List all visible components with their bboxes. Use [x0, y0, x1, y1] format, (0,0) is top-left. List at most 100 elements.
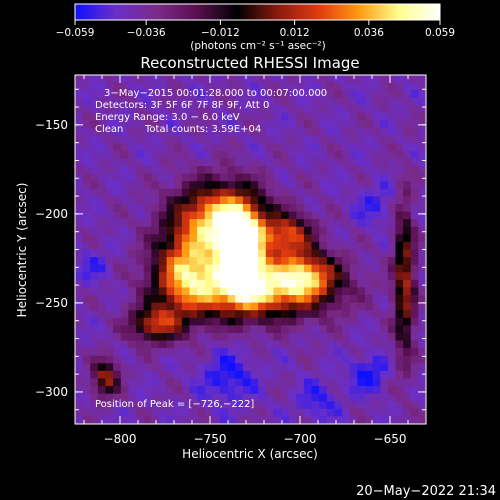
heatmap-cell: [120, 128, 130, 137]
heatmap-cell: [158, 340, 168, 349]
heatmap-cell: [380, 393, 389, 402]
heatmap-cell: [212, 181, 221, 190]
heatmap-cell: [105, 348, 114, 357]
heatmap-cell: [357, 234, 366, 243]
heatmap-cell: [113, 401, 122, 410]
heatmap-cell: [181, 173, 191, 182]
heatmap-cell: [357, 348, 366, 357]
heatmap-cell: [258, 112, 267, 122]
heatmap-cell: [90, 234, 99, 243]
heatmap-cell: [303, 188, 313, 197]
heatmap-cell: [288, 97, 297, 106]
heatmap-cell: [395, 295, 404, 304]
heatmap-cell: [181, 393, 191, 402]
heatmap-cell: [364, 120, 374, 129]
heatmap-cell: [334, 348, 343, 357]
heatmap-cell: [97, 348, 107, 357]
heatmap-cell: [410, 75, 419, 84]
heatmap-cell: [250, 211, 259, 220]
heatmap-cell: [113, 287, 122, 296]
heatmap-cell: [166, 211, 175, 220]
heatmap-cell: [319, 340, 328, 349]
heatmap-cell: [128, 158, 137, 167]
heatmap-cell: [128, 219, 137, 228]
heatmap-cell: [258, 386, 267, 395]
heatmap-cell: [395, 287, 404, 296]
heatmap-cell: [166, 249, 175, 258]
heatmap-cell: [357, 393, 366, 402]
heatmap-cell: [166, 355, 175, 364]
heatmap-cell: [364, 90, 374, 99]
heatmap-cell: [189, 105, 198, 114]
heatmap-cell: [189, 264, 198, 273]
heatmap-cell: [82, 196, 91, 205]
heatmap-cell: [197, 135, 206, 144]
heatmap-cell: [311, 386, 320, 395]
heatmap-cell: [105, 203, 114, 213]
heatmap-cell: [372, 340, 381, 349]
heatmap-cell: [349, 241, 358, 251]
heatmap-cell: [319, 143, 328, 152]
heatmap-cell: [181, 120, 191, 129]
heatmap-cell: [326, 332, 336, 342]
heatmap-cell: [120, 295, 130, 304]
heatmap-cell: [387, 105, 397, 114]
heatmap-cell: [403, 287, 412, 296]
heatmap-cell: [418, 82, 426, 91]
heatmap-cell: [181, 378, 191, 387]
heatmap-cell: [235, 340, 244, 349]
heatmap-cell: [219, 408, 229, 418]
heatmap-cell: [273, 196, 282, 205]
heatmap-cell: [410, 325, 419, 334]
annotation-energy-range: Energy Range: 3.0 − 6.0 keV: [95, 112, 240, 123]
heatmap-cell: [395, 120, 404, 129]
heatmap-cell: [364, 188, 374, 197]
heatmap-cell: [258, 257, 267, 266]
heatmap-cell: [197, 348, 206, 357]
heatmap-cell: [151, 112, 160, 122]
heatmap-cell: [296, 348, 305, 357]
heatmap-cell: [219, 234, 229, 243]
heatmap-cell: [204, 348, 213, 357]
heatmap-cell: [158, 386, 168, 395]
heatmap-cell: [334, 105, 343, 114]
heatmap-cell: [227, 128, 236, 137]
heatmap-cell: [189, 302, 198, 311]
heatmap-cell: [410, 378, 419, 387]
heatmap-cell: [235, 416, 244, 424]
heatmap-cell: [128, 272, 137, 281]
heatmap-cell: [258, 226, 267, 235]
heatmap-cell: [395, 241, 404, 251]
heatmap-cell: [296, 378, 305, 387]
heatmap-cell: [143, 401, 152, 410]
heatmap-cell: [82, 272, 91, 281]
heatmap-cell: [395, 370, 404, 380]
heatmap-cell: [273, 112, 282, 122]
heatmap-cell: [242, 75, 252, 84]
heatmap-cell: [326, 370, 336, 380]
heatmap-cell: [158, 355, 168, 364]
heatmap-cell: [288, 401, 297, 410]
heatmap-cell: [395, 272, 404, 281]
axis-ticks: −800 −750 −700 −650−150−200−250−300: [35, 75, 426, 446]
heatmap-cell: [303, 386, 313, 395]
heatmap-cell: [265, 128, 274, 137]
heatmap-cell: [158, 249, 168, 258]
heatmap-cell: [334, 158, 343, 167]
heatmap-cell: [97, 219, 107, 228]
heatmap-cell: [372, 75, 381, 84]
heatmap-cell: [311, 90, 320, 99]
heatmap-cell: [418, 363, 426, 372]
heatmap-cell: [181, 348, 191, 357]
heatmap-cell: [235, 226, 244, 235]
heatmap-cell: [418, 219, 426, 228]
heatmap-cell: [75, 378, 84, 387]
heatmap-cell: [311, 241, 320, 251]
heatmap-cell: [281, 272, 290, 281]
heatmap-cell: [166, 128, 175, 137]
heatmap-cell: [258, 196, 267, 205]
heatmap-cell: [273, 370, 282, 380]
heatmap-cell: [403, 188, 412, 197]
heatmap-cell: [227, 150, 236, 160]
heatmap-cell: [136, 363, 145, 372]
